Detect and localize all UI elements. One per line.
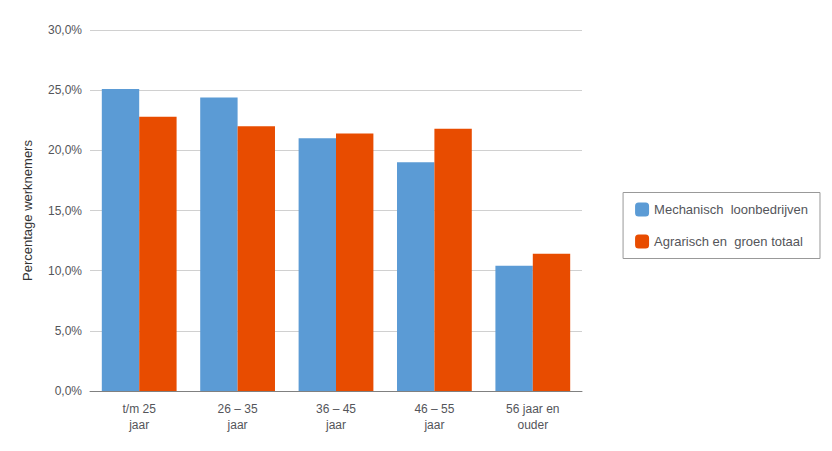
svg-text:jaar: jaar xyxy=(227,418,248,432)
svg-text:46 – 55: 46 – 55 xyxy=(414,402,454,416)
svg-text:25,0%: 25,0% xyxy=(48,83,82,97)
svg-text:30,0%: 30,0% xyxy=(48,23,82,37)
svg-text:15,0%: 15,0% xyxy=(48,204,82,218)
svg-text:Percentage werknemers: Percentage werknemers xyxy=(20,140,35,281)
svg-text:ouder: ouder xyxy=(517,418,548,432)
svg-text:Agrarisch en groen totaal: Agrarisch en groen totaal xyxy=(654,234,803,249)
svg-text:26 – 35: 26 – 35 xyxy=(218,402,258,416)
svg-text:0,0%: 0,0% xyxy=(55,384,83,398)
svg-text:36 – 45: 36 – 45 xyxy=(316,402,356,416)
svg-text:10,0%: 10,0% xyxy=(48,264,82,278)
svg-text:20,0%: 20,0% xyxy=(48,143,82,157)
svg-text:56 jaar en: 56 jaar en xyxy=(506,402,559,416)
svg-text:jaar: jaar xyxy=(128,418,149,432)
svg-text:5,0%: 5,0% xyxy=(55,324,83,338)
svg-text:jaar: jaar xyxy=(325,418,346,432)
svg-text:Mechanisch loonbedrijven: Mechanisch loonbedrijven xyxy=(654,202,808,217)
svg-text:jaar: jaar xyxy=(423,418,444,432)
svg-text:t/m 25: t/m 25 xyxy=(123,402,157,416)
